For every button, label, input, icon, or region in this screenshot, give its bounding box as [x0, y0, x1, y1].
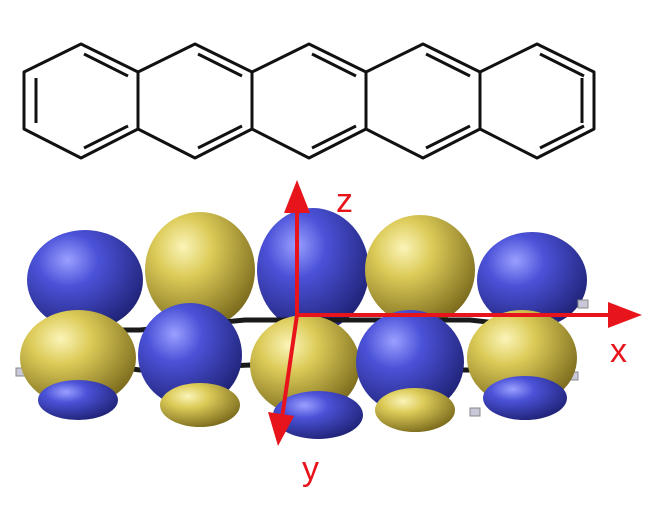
y-axis-arrowhead — [268, 412, 294, 446]
axes: z x y — [268, 180, 642, 488]
pentacene-structure — [22, 42, 596, 160]
x-axis-label: x — [610, 332, 627, 370]
lobe-yellow-lower-2b — [160, 383, 240, 427]
benzene-ring-5 — [478, 42, 596, 160]
z-axis-label: z — [336, 182, 353, 220]
lobe-blue-lower-1b — [38, 380, 118, 420]
orbital-lobes — [15, 208, 589, 439]
benzene-ring-3 — [250, 42, 368, 160]
lobe-blue-upper-3 — [257, 208, 369, 332]
benzene-ring-4 — [364, 42, 482, 160]
lobe-yellow-lower-1 — [20, 310, 136, 406]
lobe-blue-lower-5b — [483, 376, 567, 420]
lobe-blue-lower-3b — [273, 391, 363, 439]
y-axis-label: y — [302, 450, 319, 488]
benzene-ring-1 — [22, 42, 140, 160]
lobe-yellow-upper-2 — [145, 212, 255, 328]
lobe-blue-upper-1 — [27, 230, 143, 330]
z-axis-arrowhead — [284, 180, 310, 213]
lobe-yellow-upper-4 — [365, 215, 475, 325]
x-axis-arrowhead — [608, 302, 642, 328]
double-bonds — [34, 52, 585, 150]
benzene-ring-2 — [136, 42, 254, 160]
lobe-yellow-lower-4b — [375, 388, 455, 432]
lobe-blue-lower-4 — [356, 310, 464, 414]
lobe-blue-upper-5 — [477, 232, 587, 328]
lobe-blue-lower-2 — [138, 303, 242, 407]
lobe-yellow-lower-3 — [250, 315, 360, 415]
y-axis — [280, 314, 299, 419]
